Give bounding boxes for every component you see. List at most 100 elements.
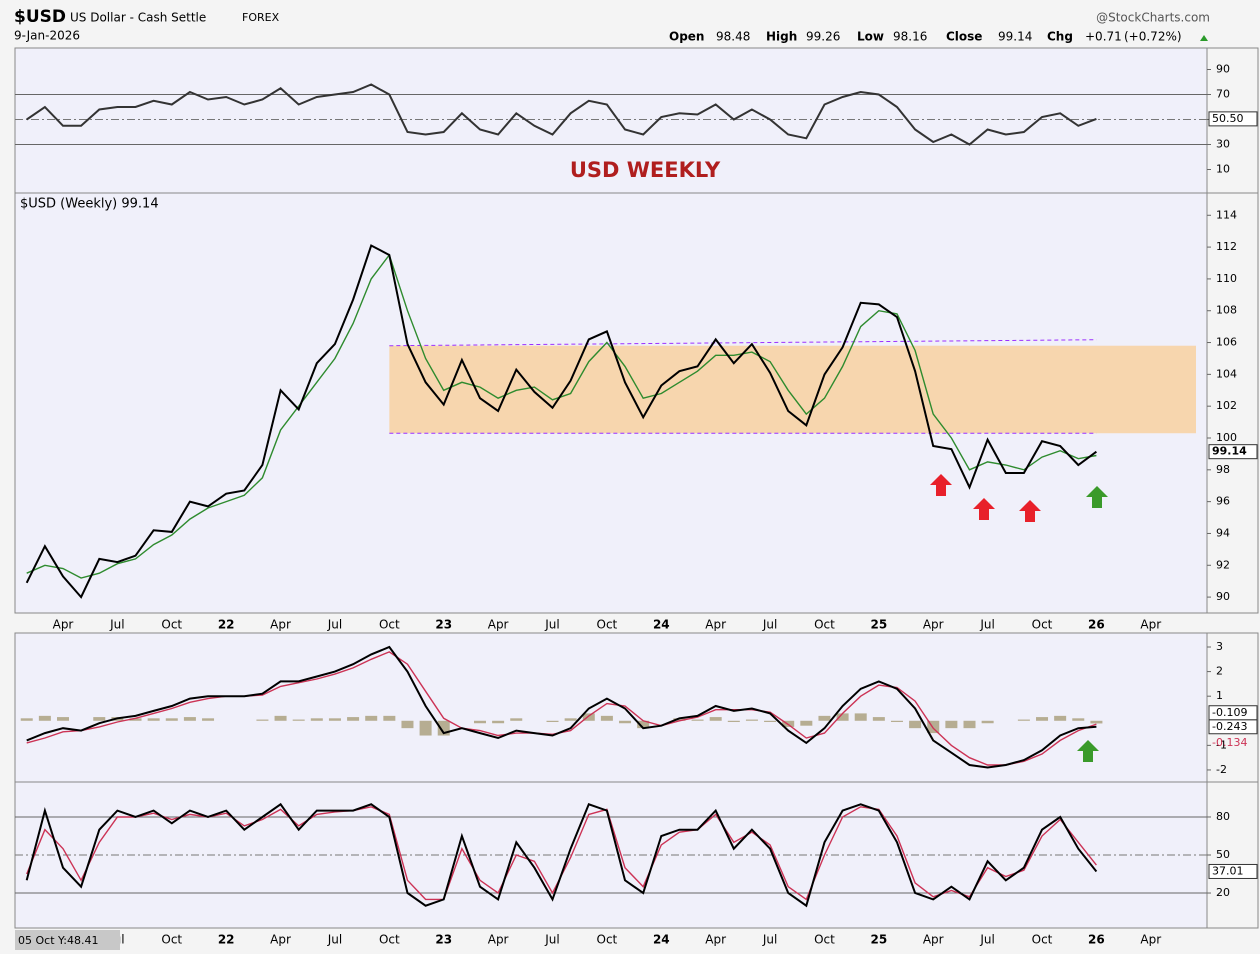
histogram-bar	[1072, 718, 1085, 721]
x-tick-label: Jul	[544, 933, 559, 947]
zone-top	[389, 339, 1097, 347]
y-tick-label: 98	[1216, 463, 1230, 476]
series-line	[26, 645, 1097, 769]
x-tick-label: Oct	[814, 933, 835, 947]
histogram-bar	[310, 718, 323, 721]
legend: $USD (Weekly) 99.14	[20, 197, 159, 212]
y-tick-label: 104	[1216, 367, 1237, 380]
y-tick-label: 3	[1216, 640, 1223, 653]
x-tick-label: Apr	[53, 618, 74, 632]
x-tick-label: Jul	[327, 618, 342, 632]
arrow	[973, 498, 995, 520]
histogram-bar	[945, 720, 958, 729]
y-tick-label: 112	[1216, 240, 1237, 253]
x-tick-label: Oct	[814, 618, 835, 632]
histogram-bar	[328, 718, 341, 721]
histogram-bar	[38, 715, 51, 721]
histogram-bar	[274, 715, 287, 721]
arrow	[1019, 500, 1041, 522]
up-icon	[1200, 35, 1208, 41]
y-tick-label: 94	[1216, 526, 1230, 539]
y-tick-label: 90	[1216, 590, 1230, 603]
x-tick-label: 26	[1088, 933, 1105, 947]
last-value: 99.14	[1212, 445, 1247, 458]
x-tick-label: Oct	[161, 618, 182, 632]
histogram-bar	[854, 713, 867, 721]
x-tick-label: Apr	[705, 618, 726, 632]
histogram-bar	[764, 720, 777, 723]
panel	[14, 632, 1208, 783]
histogram-bar	[202, 718, 215, 721]
histogram-bar	[1017, 719, 1030, 721]
histogram-bar	[292, 719, 305, 721]
histogram-bar	[256, 719, 269, 721]
histogram-bar	[147, 718, 160, 721]
x-tick-label: 25	[870, 933, 887, 947]
y-tick-label: 108	[1216, 304, 1237, 317]
y-tick-label: 106	[1216, 336, 1237, 349]
histogram-bar	[600, 715, 613, 721]
x-tick-label: Jul	[544, 618, 559, 632]
arrow	[1086, 486, 1108, 508]
y-tick-label: 20	[1216, 886, 1230, 899]
histogram-bar	[800, 720, 813, 726]
histogram-bar	[1054, 715, 1067, 721]
series-line	[25, 802, 1098, 908]
y-tick-label: 100	[1216, 431, 1237, 444]
histogram-bar	[129, 718, 142, 721]
y-tick-label: 102	[1216, 399, 1237, 412]
histogram-bar	[165, 718, 178, 721]
y-tick-label: -1	[1216, 738, 1227, 751]
low-value: 98.16	[893, 30, 927, 44]
histogram-bar	[619, 720, 632, 724]
axis-panel	[1206, 781, 1259, 929]
signal-last: -0.134	[1212, 736, 1247, 749]
histogram-bar	[401, 720, 414, 729]
histogram-bar	[909, 720, 922, 729]
y-tick-label: 10	[1216, 163, 1230, 176]
x-tick-label: Jul	[327, 933, 342, 947]
exchange: FOREX	[242, 11, 280, 24]
x-tick-label: Apr	[270, 933, 291, 947]
x-tick-label: Oct	[1032, 618, 1053, 632]
x-tick-label: Apr	[1140, 933, 1161, 947]
x-tick-label: 23	[435, 933, 452, 947]
x-tick-label: Apr	[270, 618, 291, 632]
histogram-bar	[709, 717, 722, 721]
y-tick-label: 90	[1216, 63, 1230, 76]
x-tick-label: Jul	[979, 618, 994, 632]
last-value-box	[1208, 444, 1258, 460]
open-label: Open	[669, 30, 704, 44]
last-value-box	[1208, 111, 1258, 127]
x-tick-label: Apr	[923, 933, 944, 947]
histogram-bar	[20, 718, 33, 721]
x-tick-label: Jul	[762, 933, 777, 947]
x-tick-label: Oct	[597, 933, 618, 947]
x-tick-label: 22	[218, 618, 235, 632]
x-tick-label: Oct	[379, 933, 400, 947]
last-value: 50.50	[1212, 112, 1244, 125]
y-tick-label: 2	[1216, 665, 1223, 678]
series-line	[25, 244, 1097, 599]
last-value-box	[1208, 705, 1258, 721]
histogram-bar	[93, 717, 106, 721]
axis-panel	[1206, 192, 1259, 614]
plot	[25, 244, 1197, 599]
histogram-bar	[963, 720, 976, 729]
y-tick-label: 80	[1216, 810, 1230, 823]
close-value: 99.14	[998, 30, 1032, 44]
last-value: -0.243	[1212, 720, 1247, 733]
x-tick-label: Jul	[109, 618, 124, 632]
histogram-bar	[981, 720, 994, 724]
series-line	[26, 83, 1097, 146]
histogram-bar	[492, 720, 505, 724]
y-tick-label: 30	[1216, 138, 1230, 151]
plot	[15, 802, 1207, 908]
histogram-bar	[57, 717, 69, 721]
chg-label: Chg	[1047, 30, 1073, 44]
histogram-bar	[383, 715, 396, 721]
y-tick-label: 110	[1216, 272, 1237, 285]
arrow	[1077, 740, 1099, 762]
histogram-bar	[347, 717, 360, 721]
